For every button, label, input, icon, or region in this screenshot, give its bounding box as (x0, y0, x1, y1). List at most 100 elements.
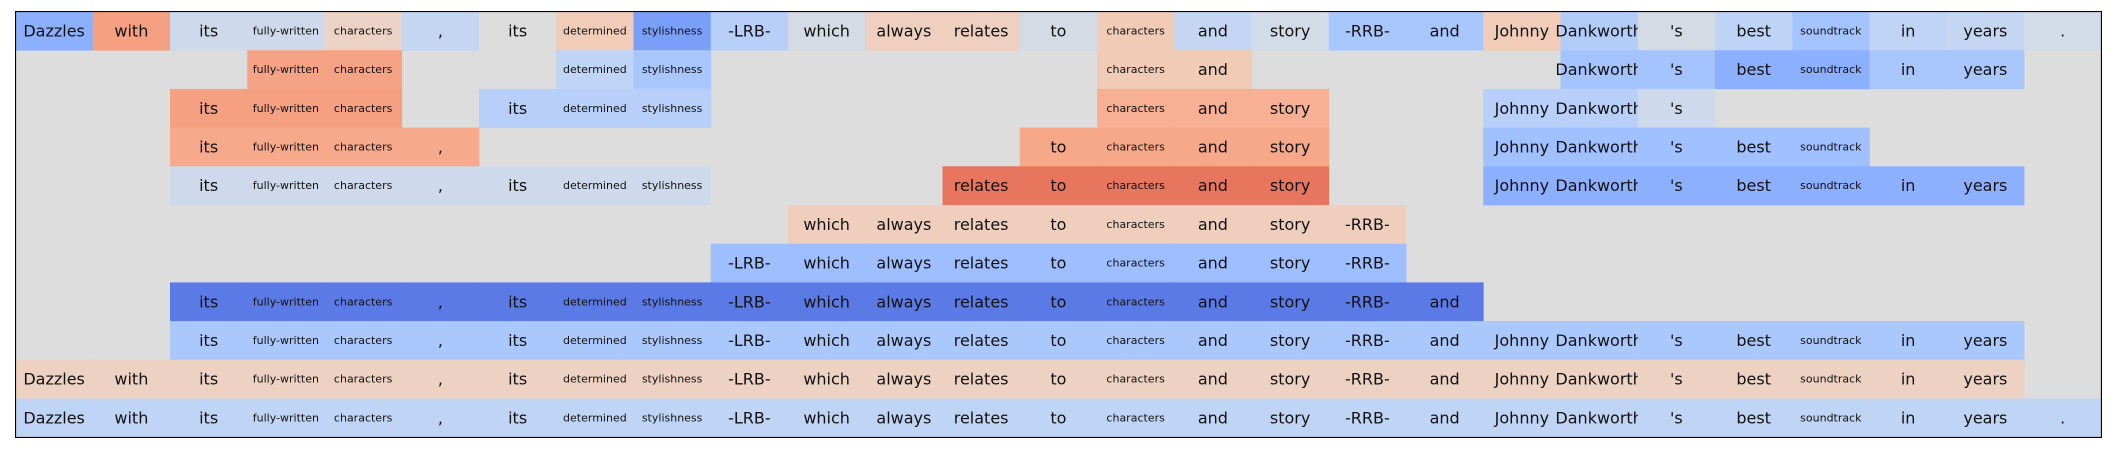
token-label: Johnny (1494, 99, 1549, 118)
token-cell (247, 321, 325, 361)
token-label: fully-written (253, 179, 319, 192)
token-label: Johnny (1494, 137, 1549, 156)
token-cell (942, 205, 1021, 245)
token-cell (1097, 50, 1175, 90)
token-label: and (1198, 254, 1228, 273)
token-cell (324, 127, 403, 167)
token-cell (1097, 205, 1175, 245)
token-label: 's (1670, 331, 1683, 350)
token-label: and (1430, 331, 1460, 350)
token-label: story (1270, 176, 1310, 195)
token-cell (1560, 321, 1639, 361)
token-cell (1019, 398, 1098, 438)
token-cell (1019, 359, 1098, 399)
token-label: characters (1106, 218, 1165, 231)
token-label: its (199, 408, 218, 427)
token-label: which (803, 370, 850, 389)
token-cell (865, 243, 943, 283)
token-label: -RRB- (1345, 254, 1390, 273)
token-cell (1019, 205, 1098, 245)
token-cell (1174, 398, 1252, 438)
token-cell (1251, 88, 1330, 128)
token-label: Dankworth (1555, 99, 1642, 118)
token-cell (710, 321, 789, 361)
token-cell (1174, 88, 1252, 128)
token-label: which (803, 21, 850, 40)
token-cell (401, 321, 480, 361)
token-label: -LRB- (728, 408, 771, 427)
token-cell (1715, 50, 1793, 90)
token-label: best (1736, 176, 1771, 195)
token-label: characters (1106, 334, 1165, 347)
token-cell (1869, 398, 1948, 438)
token-cell (1483, 127, 1561, 167)
token-label: -LRB- (728, 21, 771, 40)
token-cell (1792, 127, 1870, 167)
token-label: relates (954, 370, 1009, 389)
token-label: its (508, 99, 527, 118)
token-label: characters (1106, 140, 1165, 153)
token-label: Dankworth (1555, 331, 1642, 350)
token-cell (401, 359, 480, 399)
token-label: characters (1106, 63, 1165, 76)
token-label: years (1963, 21, 2007, 40)
token-label: soundtrack (1800, 373, 1862, 386)
token-label: to (1050, 176, 1066, 195)
token-cell (1792, 359, 1870, 399)
token-cell (247, 127, 325, 167)
token-cell (1174, 166, 1252, 206)
plot-frame (15, 11, 2102, 438)
token-label: stylishness (642, 295, 703, 308)
token-cell (710, 11, 789, 51)
token-cell (1251, 243, 1330, 283)
token-cell (92, 11, 171, 51)
token-cell (788, 359, 866, 399)
token-label: to (1050, 331, 1066, 350)
token-cell (1328, 359, 1407, 399)
token-cell (1174, 321, 1252, 361)
token-cell (170, 398, 248, 438)
token-cell (1869, 359, 1948, 399)
token-label: relates (954, 408, 1009, 427)
token-label: with (114, 408, 148, 427)
token-label: Dankworth (1555, 60, 1642, 79)
token-cell (479, 321, 557, 361)
token-label: which (803, 408, 850, 427)
token-label: -LRB- (728, 370, 771, 389)
token-cell (324, 321, 403, 361)
token-cell (633, 282, 712, 322)
token-cell (1483, 166, 1561, 206)
token-cell (1406, 282, 1484, 322)
token-cell (1019, 166, 1098, 206)
token-label: characters (334, 63, 393, 76)
token-label: relates (954, 21, 1009, 40)
token-label: its (199, 99, 218, 118)
token-label: with (114, 370, 148, 389)
token-label: characters (1106, 102, 1165, 115)
token-cell (710, 359, 789, 399)
token-cell (324, 398, 403, 438)
token-cell (1251, 11, 1330, 51)
token-label: and (1198, 215, 1228, 234)
token-cell (1715, 11, 1793, 51)
token-label: 's (1670, 99, 1683, 118)
token-label: and (1198, 99, 1228, 118)
token-cell (1174, 11, 1252, 51)
token-cell (865, 205, 943, 245)
token-label: years (1963, 176, 2007, 195)
token-label: years (1963, 60, 2007, 79)
token-cell (1174, 127, 1252, 167)
token-cell (1560, 166, 1639, 206)
token-cell (633, 359, 712, 399)
token-label: in (1901, 21, 1916, 40)
token-label: fully-written (253, 411, 319, 424)
token-cell (1946, 398, 2025, 438)
token-label: years (1963, 331, 2007, 350)
token-label: relates (954, 176, 1009, 195)
token-cell (1406, 359, 1484, 399)
token-cell (247, 282, 325, 322)
token-label: to (1050, 292, 1066, 311)
token-label: story (1270, 137, 1310, 156)
token-label: -RRB- (1345, 21, 1390, 40)
token-cell (1251, 282, 1330, 322)
